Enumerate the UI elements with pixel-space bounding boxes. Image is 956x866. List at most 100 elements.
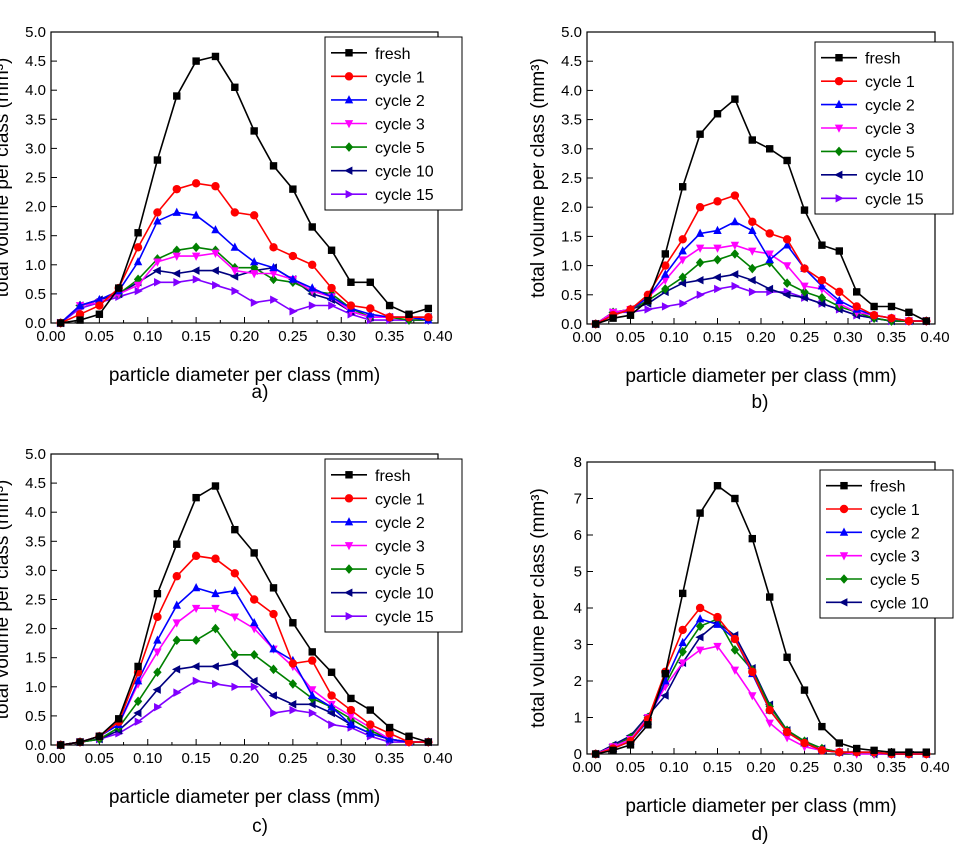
data-point (748, 263, 757, 274)
y-tick-label: 8 (574, 454, 582, 471)
data-point (644, 296, 652, 305)
data-point (192, 493, 200, 502)
data-point (817, 299, 826, 308)
data-point (713, 612, 722, 622)
data-point (679, 299, 688, 308)
data-point (730, 666, 740, 675)
data-point (678, 272, 687, 283)
data-point (134, 662, 142, 671)
data-point (799, 293, 808, 302)
data-point (153, 208, 162, 217)
data-point (191, 266, 200, 275)
series-group (55, 482, 434, 750)
data-point (250, 549, 258, 557)
data-point (346, 712, 356, 721)
data-point (783, 156, 791, 165)
data-point (249, 676, 258, 686)
data-point (904, 316, 914, 326)
data-point (366, 728, 375, 737)
data-point (644, 721, 652, 729)
legend-marker (344, 564, 354, 574)
data-point (289, 307, 298, 316)
legend-marker (344, 542, 354, 551)
legend-label: cycle 10 (375, 164, 434, 181)
legend-marker (839, 598, 848, 607)
legend-label: cycle 2 (375, 93, 425, 110)
legend-marker (344, 494, 354, 503)
data-point (853, 288, 861, 296)
data-point (152, 266, 161, 275)
data-point (172, 207, 181, 216)
y-tick-label: 0.0 (25, 315, 46, 332)
y-tick-label: 3 (574, 637, 582, 654)
data-point (678, 659, 687, 668)
data-point (308, 223, 316, 231)
data-point (231, 83, 239, 91)
data-point (230, 267, 240, 276)
x-tick-label: 0.05 (616, 759, 645, 776)
data-point (308, 283, 317, 292)
data-point (289, 619, 297, 627)
data-point (56, 741, 65, 749)
x-axis-label: particle diameter per class (mm) (625, 796, 896, 817)
x-tick-label: 0.25 (790, 759, 819, 776)
x-tick-label: 0.25 (790, 329, 819, 346)
data-point (695, 244, 705, 253)
data-point (835, 247, 843, 255)
data-point (765, 706, 774, 715)
data-point (191, 179, 201, 188)
data-point (211, 52, 220, 61)
x-tick-label: 0.10 (133, 750, 162, 767)
data-point (269, 243, 278, 252)
data-point (56, 319, 65, 327)
x-tick-label: 0.00 (36, 750, 65, 767)
data-point (661, 284, 670, 294)
data-point (765, 229, 774, 238)
data-point (172, 245, 181, 256)
data-point (852, 302, 861, 311)
data-point (731, 95, 739, 103)
legend-marker (344, 588, 353, 597)
data-point (172, 619, 181, 628)
data-point (800, 264, 809, 273)
data-point (249, 649, 259, 660)
y-tick-label: 5.0 (25, 446, 46, 463)
y-tick-label: 0.0 (25, 737, 46, 754)
legend-marker (345, 49, 353, 57)
data-point (134, 286, 143, 296)
legend-marker (835, 54, 843, 62)
data-point (327, 283, 336, 293)
legend-marker (344, 517, 354, 526)
data-point (800, 686, 809, 694)
data-point (328, 720, 337, 729)
data-point (211, 249, 220, 258)
data-point (171, 269, 181, 278)
data-point (782, 734, 792, 743)
data-point (230, 659, 239, 668)
data-point (270, 708, 279, 718)
data-point (905, 308, 913, 317)
chart-panel-b: 0.00 0.05 0.10 0.15 0.20 0.25 0.30 0.35 0.40 0.0 0… (528, 24, 954, 413)
y-tick-label: 2.0 (25, 199, 46, 216)
data-point (249, 262, 259, 273)
data-point (712, 273, 721, 282)
data-point (922, 748, 930, 756)
data-point (660, 691, 669, 700)
legend-marker (344, 120, 354, 129)
y-tick-label: 3.0 (25, 562, 46, 579)
data-point (327, 668, 336, 676)
data-point (366, 309, 375, 318)
chart-panel-c: 0.00 0.05 0.10 0.15 0.20 0.25 0.30 0.35 0.40 0.0 0… (0, 446, 463, 837)
data-point (231, 286, 240, 296)
legend-label: cycle 3 (870, 549, 920, 566)
data-point (678, 256, 687, 265)
data-point (764, 284, 774, 294)
data-point (191, 583, 201, 592)
data-point (346, 301, 356, 310)
data-point (269, 262, 278, 272)
series-group (590, 95, 932, 329)
data-point (212, 679, 221, 689)
y-tick-label: 3.5 (561, 112, 582, 129)
data-point (288, 679, 298, 689)
data-point (230, 208, 240, 217)
